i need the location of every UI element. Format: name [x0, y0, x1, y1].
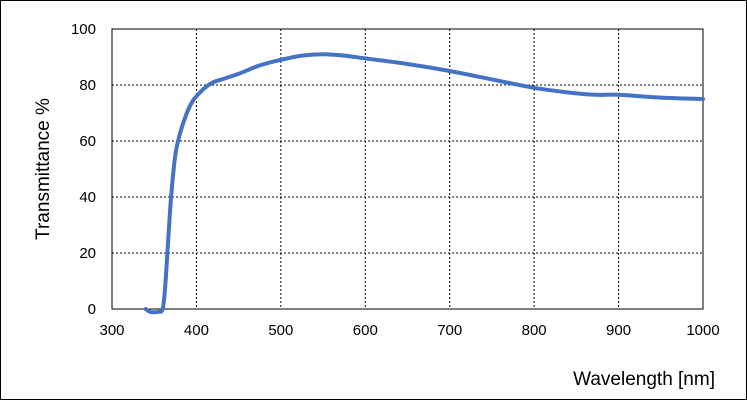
grid-layer [112, 29, 703, 309]
x-tick-label: 1000 [686, 322, 719, 339]
y-tick-label: 60 [79, 133, 96, 150]
x-tick-label: 300 [99, 322, 124, 339]
y-axis-title: Transmittance % [33, 98, 54, 240]
x-tick-label: 900 [606, 322, 631, 339]
y-tick-labels: 0 20 40 60 80 100 [71, 21, 96, 318]
y-tick-label: 100 [71, 21, 96, 38]
x-tick-labels: 300 400 500 600 700 800 900 1000 [99, 322, 719, 339]
y-tick-label: 40 [79, 189, 96, 206]
x-axis-title: Wavelength [nm] [573, 369, 715, 390]
x-tick-label: 600 [353, 322, 378, 339]
y-tick-label: 0 [88, 301, 96, 318]
series-layer [143, 52, 705, 315]
x-tick-label: 800 [522, 322, 547, 339]
y-tick-label: 20 [79, 245, 96, 262]
x-tick-label: 500 [268, 322, 293, 339]
transmittance-series-line [143, 52, 705, 315]
plot-area-border [111, 28, 704, 310]
x-tick-label: 400 [184, 322, 209, 339]
x-tick-label: 700 [437, 322, 462, 339]
y-tick-label: 80 [79, 77, 96, 94]
